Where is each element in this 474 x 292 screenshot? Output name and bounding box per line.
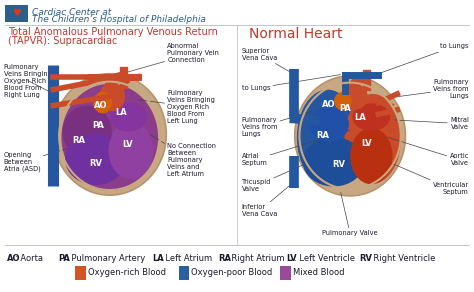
Text: Mixed Blood: Mixed Blood [292, 268, 344, 277]
Ellipse shape [353, 103, 390, 131]
Text: Tricuspid
Valve: Tricuspid Valve [242, 153, 329, 192]
Ellipse shape [62, 84, 158, 191]
Text: RA: RA [317, 131, 330, 140]
Text: Aortic
Valve: Aortic Valve [388, 137, 469, 166]
Ellipse shape [342, 84, 368, 110]
Text: Normal Heart: Normal Heart [249, 27, 342, 41]
Text: AO: AO [7, 254, 20, 263]
Text: LA: LA [355, 113, 366, 121]
Text: PA: PA [339, 104, 351, 113]
Text: Opening
Between
Atria (ASD): Opening Between Atria (ASD) [4, 140, 96, 172]
Ellipse shape [109, 121, 154, 179]
Ellipse shape [65, 133, 126, 185]
Ellipse shape [345, 94, 401, 184]
Text: RA: RA [218, 254, 231, 263]
Text: No Connection
Between
Pulmonary
Veins and
Left Atrium: No Connection Between Pulmonary Veins an… [145, 131, 216, 177]
Text: LA: LA [116, 108, 128, 117]
Text: PA: PA [58, 254, 70, 263]
Text: : Pulmonary Artery: : Pulmonary Artery [66, 254, 145, 263]
Ellipse shape [297, 90, 358, 185]
Text: Pulmonary
Veins from
Lungs: Pulmonary Veins from Lungs [396, 79, 469, 100]
Ellipse shape [93, 92, 112, 114]
Text: AO: AO [93, 101, 107, 110]
Text: : Right Atrium: : Right Atrium [226, 254, 285, 263]
Ellipse shape [303, 137, 364, 187]
Text: Total Anomalous Pulmonary Venous Return: Total Anomalous Pulmonary Venous Return [9, 27, 219, 37]
Text: Oxygen-rich Blood: Oxygen-rich Blood [88, 268, 165, 277]
Text: Oxygen-poor Blood: Oxygen-poor Blood [191, 268, 273, 277]
Ellipse shape [350, 128, 392, 184]
Text: Pulmonary
Veins Bringing
Oxygen Rich
Blood From
Left Lung: Pulmonary Veins Bringing Oxygen Rich Blo… [138, 90, 215, 124]
Text: Pulmonary
Veins Bringing
Oxygen Rich
Blood From
Right Lung: Pulmonary Veins Bringing Oxygen Rich Blo… [4, 64, 54, 98]
Text: : Left Ventricle: : Left Ventricle [294, 254, 356, 263]
Text: Abnormal
Pulmonary Vein
Connection: Abnormal Pulmonary Vein Connection [110, 43, 219, 77]
Text: LV: LV [122, 140, 133, 149]
Text: Pulmonary
Veins from
Lungs: Pulmonary Veins from Lungs [242, 111, 312, 137]
Ellipse shape [63, 105, 112, 158]
Text: LV: LV [286, 254, 297, 263]
Text: RV: RV [359, 254, 373, 263]
Text: Cardiac Center at: Cardiac Center at [32, 8, 111, 17]
Text: Ventricular
Septum: Ventricular Septum [355, 147, 469, 195]
Text: RV: RV [332, 160, 345, 169]
Text: Superior
Vena Cava: Superior Vena Cava [242, 48, 295, 75]
FancyBboxPatch shape [5, 5, 28, 22]
Ellipse shape [99, 82, 125, 111]
Text: : Aorta: : Aorta [15, 254, 43, 263]
Text: Inferior
Vena Cava: Inferior Vena Cava [242, 181, 295, 218]
Text: Atrial
Septum: Atrial Septum [242, 130, 350, 166]
Ellipse shape [309, 107, 349, 142]
Text: LV: LV [361, 139, 372, 148]
Text: ♥: ♥ [12, 8, 21, 18]
Text: AO: AO [322, 100, 336, 109]
Ellipse shape [295, 76, 405, 196]
Text: to Lungs: to Lungs [376, 43, 469, 74]
Ellipse shape [53, 74, 166, 195]
Ellipse shape [334, 92, 352, 111]
Text: PA: PA [92, 121, 104, 130]
Text: (TAPVR): Supracardiac: (TAPVR): Supracardiac [9, 36, 118, 46]
Text: The Children’s Hospital of Philadelphia: The Children’s Hospital of Philadelphia [32, 15, 206, 24]
Text: RV: RV [89, 159, 102, 168]
Text: RA: RA [73, 136, 86, 145]
Text: to Lungs: to Lungs [242, 74, 341, 91]
Text: Mitral
Valve: Mitral Valve [395, 117, 469, 130]
Text: : Right Ventricle: : Right Ventricle [367, 254, 435, 263]
Text: Pulmonary Valve: Pulmonary Valve [322, 192, 378, 237]
Text: : Left Atrium: : Left Atrium [160, 254, 212, 263]
Bar [280, 266, 291, 280]
Text: LA: LA [152, 254, 164, 263]
Bar [179, 266, 190, 280]
Bar [75, 266, 86, 280]
Ellipse shape [110, 102, 147, 131]
